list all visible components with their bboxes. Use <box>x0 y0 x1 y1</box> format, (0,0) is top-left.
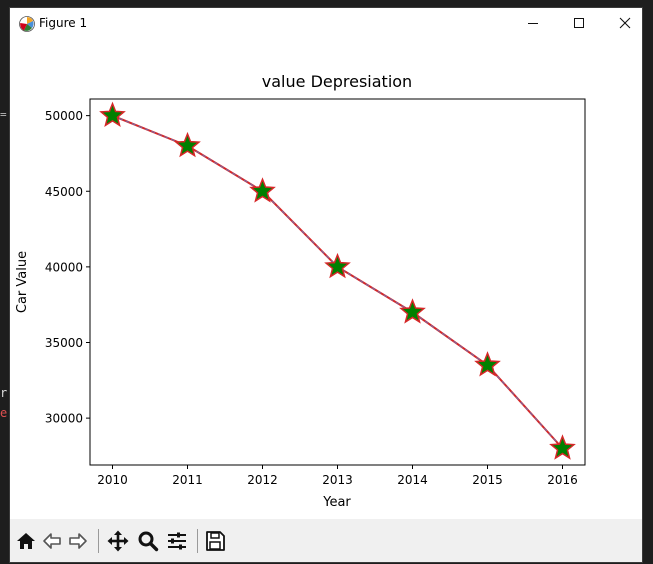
figure-canvas[interactable]: value Depresiation 30000 35000 40000 45000 5… <box>10 38 642 519</box>
y-axis: 30000 35000 40000 45000 50000 <box>45 109 90 426</box>
background-text-fragment: e <box>0 406 8 420</box>
back-arrow-icon <box>43 533 61 549</box>
configure-subplots-icon <box>168 532 186 550</box>
plot-axes-frame <box>89 98 586 466</box>
series-line <box>112 114 564 450</box>
close-button[interactable] <box>602 8 648 38</box>
save-icon <box>206 531 225 551</box>
x-tick-label: 2013 <box>322 473 353 487</box>
forward-arrow-icon <box>69 533 87 549</box>
back-button[interactable] <box>39 528 65 554</box>
toolbar-separator <box>98 529 99 553</box>
line-chart: value Depresiation 30000 35000 40000 45000 5… <box>15 72 586 510</box>
zoom-button[interactable] <box>135 528 161 554</box>
data-point-star-marker <box>549 434 576 460</box>
x-axis: 2010 2011 2012 2013 2014 2015 2016 <box>97 465 578 487</box>
data-point-star-marker <box>324 252 351 279</box>
data-point-star-marker <box>99 101 126 127</box>
home-icon <box>17 533 35 549</box>
series-dash-overlay <box>112 115 563 449</box>
figure-window: Figure 1 value Depresiation 30000 35000 40… <box>10 8 642 562</box>
x-axis-label: Year <box>322 495 351 510</box>
chart-title: value Depresiation <box>262 72 412 91</box>
y-axis-label: Car Value <box>15 251 30 313</box>
navigation-toolbar <box>10 519 642 562</box>
x-tick-label: 2010 <box>97 473 128 487</box>
pan-button[interactable] <box>105 528 131 554</box>
x-tick-label: 2016 <box>547 473 578 487</box>
minimize-button[interactable] <box>510 8 556 38</box>
data-point-star-marker <box>399 298 426 324</box>
configure-subplots-button[interactable] <box>164 528 190 554</box>
background-text-fragment: = <box>0 108 7 121</box>
data-point-star-marker <box>174 131 201 158</box>
y-tick-label: 40000 <box>45 260 83 274</box>
matplotlib-logo-icon <box>19 16 35 32</box>
y-tick-label: 45000 <box>45 185 83 199</box>
y-tick-label: 30000 <box>45 412 83 426</box>
forward-button[interactable] <box>65 528 91 554</box>
maximize-button[interactable] <box>556 8 602 38</box>
toolbar-separator <box>197 529 198 553</box>
x-tick-label: 2011 <box>172 473 203 487</box>
data-point-star-marker <box>474 351 501 377</box>
x-tick-label: 2015 <box>472 473 503 487</box>
data-point-star-marker <box>249 177 276 203</box>
x-tick-label: 2014 <box>397 473 428 487</box>
marker-layer <box>99 101 576 460</box>
background-text-fragment: r <box>0 386 8 400</box>
minimize-icon <box>528 23 538 24</box>
series-layer <box>112 114 564 450</box>
title-bar[interactable]: Figure 1 <box>10 8 642 38</box>
home-button[interactable] <box>13 528 39 554</box>
x-tick-label: 2012 <box>247 473 278 487</box>
y-tick-label: 35000 <box>45 336 83 350</box>
maximize-icon <box>574 18 584 28</box>
window-title: Figure 1 <box>39 16 88 30</box>
zoom-icon <box>138 531 159 552</box>
pan-icon <box>107 530 129 552</box>
close-icon <box>619 17 631 29</box>
save-button[interactable] <box>202 528 228 554</box>
y-tick-label: 50000 <box>45 109 83 123</box>
